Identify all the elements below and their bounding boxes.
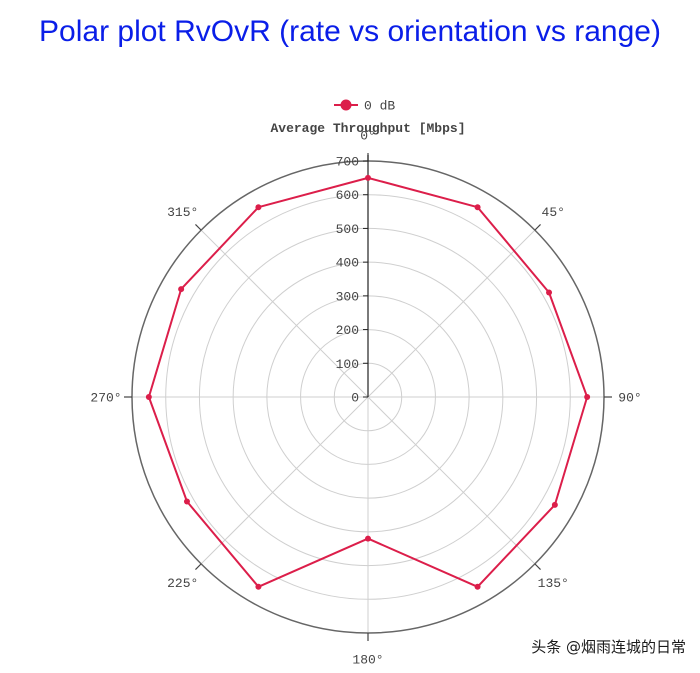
angle-label-180: 180° [352, 653, 383, 668]
data-point-0 [365, 174, 371, 181]
angle-tick-45 [534, 224, 541, 231]
angle-label-45: 45° [542, 205, 565, 220]
grid-spoke-45 [367, 229, 536, 398]
angle-label-315: 315° [167, 205, 198, 220]
angle-label-90: 90° [618, 391, 641, 406]
angle-label-0: 0° [360, 129, 376, 144]
angle-tick-135 [534, 563, 541, 570]
data-point-270 [145, 394, 152, 400]
chart-title: Average Throughput [Mbps] [270, 121, 465, 136]
radial-tick-label-100: 100 [336, 357, 359, 372]
radial-tick-label-600: 600 [336, 188, 359, 203]
data-point-180 [365, 535, 371, 542]
angle-label-270: 270° [90, 391, 121, 406]
data-point-330 [255, 204, 262, 211]
angle-label-225: 225° [167, 576, 198, 591]
radial-tick-label-200: 200 [336, 323, 359, 338]
angle-tick-225 [195, 563, 202, 570]
data-point-150 [474, 583, 481, 590]
legend-label: 0 dB [364, 99, 395, 114]
data-point-120 [551, 501, 558, 508]
page-title: Polar plot RvOvR (rate vs orientation vs… [39, 15, 661, 48]
grid-spoke-135 [367, 396, 536, 565]
legend-marker [340, 99, 352, 111]
data-point-300 [178, 286, 185, 293]
grid-spoke-315 [200, 229, 369, 398]
data-point-60 [546, 289, 553, 296]
radial-tick-label-300: 300 [336, 289, 359, 304]
watermark: 头条 @烟雨连城的日常 [531, 638, 686, 656]
radial-tick-label-500: 500 [336, 222, 359, 237]
data-point-30 [474, 204, 481, 211]
angle-label-135: 135° [538, 576, 569, 591]
radial-tick-label-700: 700 [336, 155, 359, 170]
grid-spoke-225 [200, 396, 369, 565]
radial-tick-label-0: 0 [351, 391, 359, 406]
data-point-90 [584, 394, 591, 400]
radial-tick-label-400: 400 [336, 256, 359, 271]
angle-tick-315 [195, 224, 202, 231]
data-point-210 [255, 583, 262, 590]
data-point-240 [183, 498, 190, 505]
